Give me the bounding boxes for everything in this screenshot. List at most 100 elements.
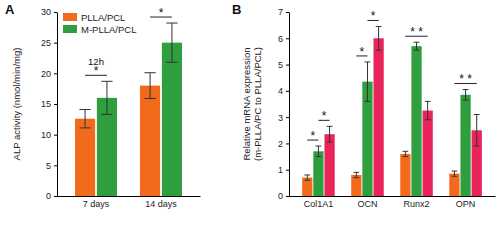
tick-label: 20 xyxy=(41,69,51,79)
significance: * xyxy=(367,9,378,23)
tick: 10 xyxy=(41,130,57,140)
tick-label: 5 xyxy=(278,60,283,70)
annotation: 12h xyxy=(88,56,104,67)
bar xyxy=(324,134,334,196)
error-bar xyxy=(353,172,359,177)
significance: * xyxy=(356,45,367,59)
bar xyxy=(423,111,433,196)
significance: * * xyxy=(454,72,476,86)
tick-label: 7 days xyxy=(83,199,110,209)
tick-label: Runx2 xyxy=(404,199,430,209)
x-axis: Col1A1 OCN Runx2 OPN xyxy=(290,196,496,209)
axis-title: ALP activity (nmol/min/mg) xyxy=(11,48,22,161)
error-bar xyxy=(144,73,155,99)
tick: 1 xyxy=(278,165,289,175)
tick: OPN xyxy=(456,196,476,209)
tick-label: 25 xyxy=(41,38,51,48)
tick: 20 xyxy=(41,69,57,79)
y-axis: 0 1 2 3 4 5 6 7 xyxy=(278,7,290,201)
error-bar xyxy=(425,101,431,119)
significance: * xyxy=(318,109,329,123)
error-bar xyxy=(327,126,333,142)
series xyxy=(313,42,470,196)
tick-label: 0 xyxy=(278,191,283,201)
error-bar xyxy=(463,90,469,101)
legend-swatch xyxy=(63,25,77,33)
error-bar xyxy=(101,81,112,114)
tick-mark xyxy=(54,12,57,13)
tick-label: 14 days xyxy=(145,199,177,209)
series xyxy=(324,26,481,196)
significance: * * xyxy=(405,25,427,39)
error-bar xyxy=(414,42,420,50)
significance: *12h xyxy=(85,56,107,78)
tick: 0 xyxy=(46,191,57,201)
tick-mark xyxy=(286,170,289,171)
tick-mark xyxy=(54,73,57,74)
panel-label: A xyxy=(5,2,15,17)
tick-label: OPN xyxy=(456,199,476,209)
tick-mark xyxy=(54,135,57,136)
tick: 15 xyxy=(41,99,57,109)
tick-label: Col1A1 xyxy=(304,199,334,209)
bar xyxy=(351,175,361,196)
plot-area xyxy=(302,26,482,196)
series xyxy=(75,73,160,196)
plot-area xyxy=(75,23,182,196)
tick-label: 6 xyxy=(278,34,283,44)
tick-mark xyxy=(286,65,289,66)
error-bar xyxy=(474,115,480,147)
figure: 0510152025307 days14 daysALP activity (n… xyxy=(0,0,500,231)
tick-label: 0 xyxy=(46,191,51,201)
tick: 5 xyxy=(278,60,289,70)
tick: 6 xyxy=(278,34,289,44)
tick-mark xyxy=(54,43,57,44)
significance-label: * xyxy=(311,129,316,143)
tick-label: 7 xyxy=(278,7,283,17)
tick-mark xyxy=(286,196,289,197)
x-axis: 7 days 14 days xyxy=(58,196,201,209)
bar xyxy=(400,154,410,196)
tick: 30 xyxy=(41,7,57,17)
bar xyxy=(373,38,383,196)
tick: 5 xyxy=(46,161,57,171)
bar xyxy=(75,119,95,196)
bar xyxy=(460,95,470,196)
legend-item: PLLA/PCL xyxy=(63,12,125,23)
tick-mark xyxy=(54,196,57,197)
axis-line xyxy=(58,196,201,197)
tick-label: 1 xyxy=(278,165,283,175)
significance-label: * * xyxy=(459,72,472,86)
tick: 2 xyxy=(278,139,289,149)
error-bar xyxy=(376,26,382,50)
error-bar xyxy=(304,175,310,180)
tick-label: 3 xyxy=(278,113,283,123)
tick: Runx2 xyxy=(404,196,430,209)
panel: 0 1 2 3 4 5 6 7 Col1A1 OCN Runx2 OPN Relative mRNA e… xyxy=(232,2,496,209)
tick: 25 xyxy=(41,38,57,48)
significance-label: * xyxy=(322,109,327,123)
tick: 7 xyxy=(278,7,289,17)
tick-label: 4 xyxy=(278,86,283,96)
tick-mark xyxy=(286,12,289,13)
tick-label: 2 xyxy=(278,139,283,149)
y-axis: 0 5 10 15 20 25 30 xyxy=(41,7,58,201)
tick: OCN xyxy=(357,196,377,209)
bar xyxy=(140,86,160,196)
error-bar xyxy=(365,62,371,101)
tick-mark xyxy=(286,91,289,92)
tick: Col1A1 xyxy=(304,196,334,209)
axis-title: Relative mRNA expression xyxy=(241,48,252,161)
axis-line xyxy=(289,13,290,197)
significance-label: * xyxy=(360,45,365,59)
error-bar xyxy=(403,151,409,156)
legend-swatch xyxy=(63,13,77,21)
error-bar xyxy=(316,146,322,157)
tick-label: OCN xyxy=(357,199,377,209)
legend-label: M-PLLA/PCL xyxy=(81,24,136,35)
axis-title: (m-PLLA/PC to PLLA/PCL) xyxy=(252,47,263,161)
panel: 0 5 10 15 20 25 30 7 days 14 days ALP activity (n… xyxy=(5,2,201,209)
tick: 0 xyxy=(278,191,289,201)
tick-mark xyxy=(286,117,289,118)
tick-label: 10 xyxy=(41,130,51,140)
